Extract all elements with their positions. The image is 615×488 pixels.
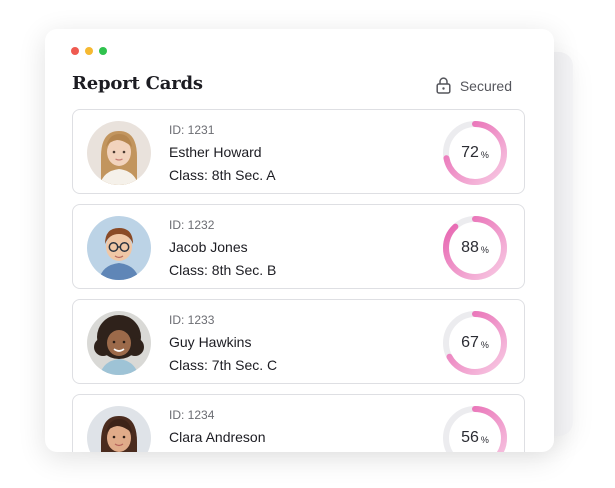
- score-value: 56: [461, 429, 479, 446]
- student-card[interactable]: ID: 1232 Jacob Jones Class: 8th Sec. B 8…: [72, 204, 525, 289]
- lock-icon: [436, 77, 451, 94]
- student-id: ID: 1231: [169, 123, 215, 137]
- score-ring-graphic: [443, 216, 507, 280]
- avatar: [87, 216, 151, 280]
- window-controls: [71, 47, 107, 55]
- score-ring-progress: [443, 311, 507, 375]
- score-label: 72%: [442, 120, 508, 186]
- score-value: 67: [461, 334, 479, 351]
- student-name: Esther Howard: [169, 144, 262, 160]
- maximize-window-dot[interactable]: [99, 47, 107, 55]
- score-unit: %: [480, 339, 489, 350]
- student-id: ID: 1234: [169, 408, 215, 422]
- student-info: ID: 1234 Clara Andreson: [169, 407, 266, 451]
- student-class: Class: 7th Sec. C: [169, 357, 278, 373]
- secured-indicator: Secured: [436, 77, 512, 94]
- student-name: Guy Hawkins: [169, 334, 252, 350]
- minimize-window-dot[interactable]: [85, 47, 93, 55]
- student-card[interactable]: ID: 1231 Esther Howard Class: 8th Sec. A…: [72, 109, 525, 194]
- score-ring-progress: [443, 121, 507, 185]
- score-ring: 72%: [442, 120, 508, 186]
- score-ring: 67%: [442, 310, 508, 376]
- score-ring-graphic: [443, 406, 507, 452]
- student-class: Class: 8th Sec. A: [169, 167, 276, 183]
- student-id: ID: 1233: [169, 313, 215, 327]
- student-info: ID: 1231 Esther Howard Class: 8th Sec. A: [169, 122, 276, 184]
- student-info: ID: 1233 Guy Hawkins Class: 7th Sec. C: [169, 312, 277, 374]
- score-unit: %: [480, 244, 489, 255]
- page-title: Report Cards: [72, 73, 203, 94]
- student-list: ID: 1231 Esther Howard Class: 8th Sec. A…: [72, 109, 525, 452]
- avatar: [87, 406, 151, 452]
- score-ring-progress: [443, 216, 507, 280]
- score-label: 88%: [442, 215, 508, 281]
- score-ring-progress: [443, 406, 507, 452]
- score-unit: %: [480, 149, 489, 160]
- close-window-dot[interactable]: [71, 47, 79, 55]
- student-id: ID: 1232: [169, 218, 215, 232]
- report-cards-window: Report Cards Secured: [45, 29, 554, 452]
- score-label: 56%: [442, 405, 508, 452]
- score-value: 72: [461, 144, 479, 161]
- score-ring: 56%: [442, 405, 508, 452]
- student-name: Clara Andreson: [169, 429, 266, 445]
- score-ring-graphic: [443, 311, 507, 375]
- score-unit: %: [480, 434, 489, 445]
- score-label: 67%: [442, 310, 508, 376]
- student-card[interactable]: ID: 1233 Guy Hawkins Class: 7th Sec. C 6…: [72, 299, 525, 384]
- secured-label: Secured: [459, 77, 512, 94]
- score-value: 88: [461, 239, 479, 256]
- student-info: ID: 1232 Jacob Jones Class: 8th Sec. B: [169, 217, 276, 279]
- avatar: [87, 311, 151, 375]
- student-name: Jacob Jones: [169, 239, 248, 255]
- score-ring-graphic: [443, 121, 507, 185]
- score-ring: 88%: [442, 215, 508, 281]
- student-card[interactable]: ID: 1234 Clara Andreson 56%: [72, 394, 525, 452]
- student-class: Class: 8th Sec. B: [169, 262, 277, 278]
- avatar: [87, 121, 151, 185]
